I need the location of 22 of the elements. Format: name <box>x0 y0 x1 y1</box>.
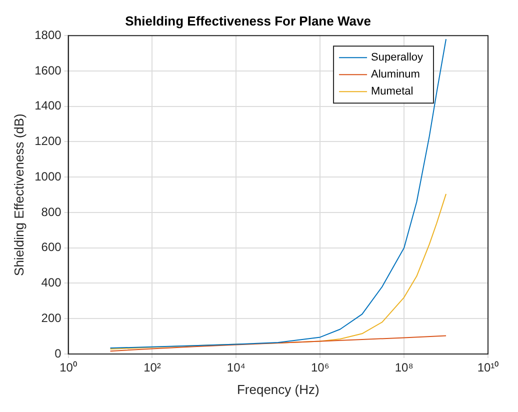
x-tick-label: 10² <box>144 360 161 375</box>
y-tick-label: 1200 <box>34 134 62 148</box>
y-tick-label: 400 <box>41 276 62 290</box>
y-tick-label: 1600 <box>34 63 62 78</box>
legend-label: Mumetal <box>371 86 414 98</box>
legend-label: Superalloy <box>371 52 424 64</box>
y-tick-label: 0 <box>54 346 62 360</box>
x-tick-label: 10¹⁰ <box>477 360 499 375</box>
x-tick-label: 10⁸ <box>394 360 414 375</box>
y-tick-label: 200 <box>41 310 62 325</box>
chart-title: Shielding Effectiveness For Plane Wave <box>125 13 371 28</box>
x-tick-label: 10⁶ <box>310 360 330 375</box>
x-tick-label: 10⁴ <box>226 360 246 375</box>
x-tick-label: 10⁰ <box>60 360 77 375</box>
y-tick-label: 1800 <box>34 28 62 42</box>
y-tick-label: 600 <box>41 240 62 254</box>
y-axis-title: Shielding Effectiveness (dB) <box>11 114 26 276</box>
legend-label: Aluminum <box>371 68 420 81</box>
y-tick-label: 1000 <box>34 169 62 184</box>
x-axis-title: Freqency (Hz) <box>236 382 320 397</box>
y-tick-label: 1400 <box>34 98 62 113</box>
y-tick-label: 800 <box>41 204 62 219</box>
